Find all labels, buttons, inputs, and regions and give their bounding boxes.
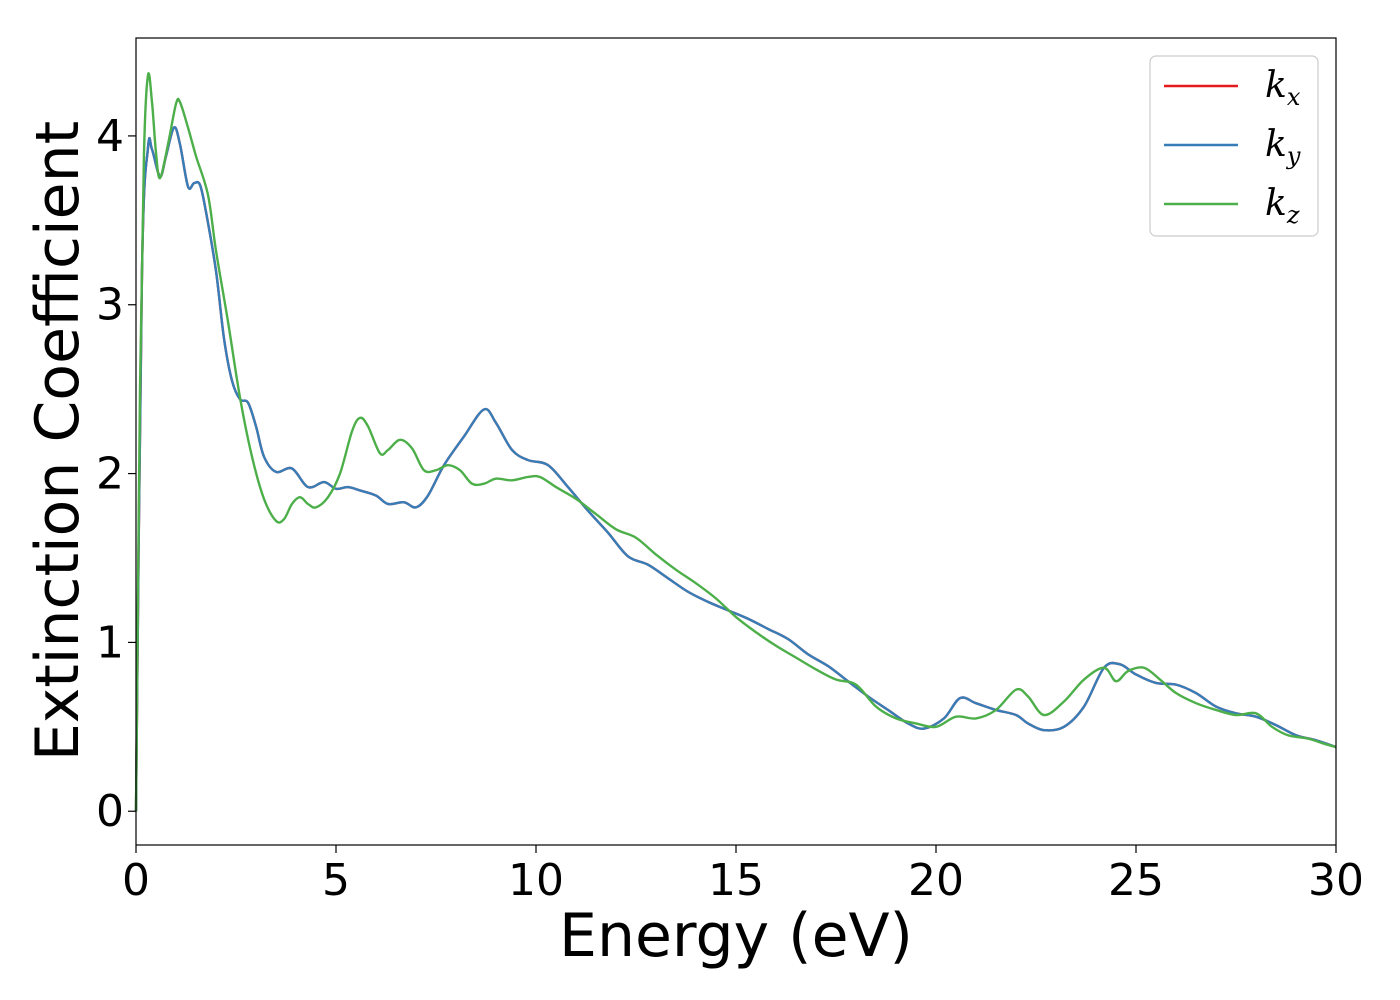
series-layer (134, 72, 1337, 812)
x-tick-label: 15 (708, 855, 764, 906)
x-tick-label: 20 (908, 855, 964, 906)
y-tick-label: 3 (96, 280, 124, 331)
legend-label-kx: kx (1265, 65, 1301, 111)
y-tick-label: 1 (96, 617, 124, 668)
legend-label-ky: ky (1265, 124, 1301, 170)
series-line-kz (134, 72, 1337, 812)
x-tick-label: 25 (1108, 855, 1164, 906)
series-line-ky (134, 126, 1337, 812)
x-tick-label: 30 (1308, 855, 1364, 906)
y-axis-ticks: 0 1 2 3 4 (96, 111, 136, 837)
x-axis-title: Energy (eV) (559, 901, 913, 971)
x-tick-label: 0 (122, 855, 150, 906)
x-tick-label: 5 (322, 855, 350, 906)
y-tick-label: 2 (96, 449, 124, 500)
y-tick-label: 0 (96, 786, 124, 837)
y-tick-label: 4 (96, 111, 124, 162)
y-axis-title: Extinction Coefficient (23, 121, 93, 761)
x-tick-label: 10 (508, 855, 564, 906)
x-axis-ticks: 0 5 10 15 20 25 30 (122, 845, 1364, 906)
